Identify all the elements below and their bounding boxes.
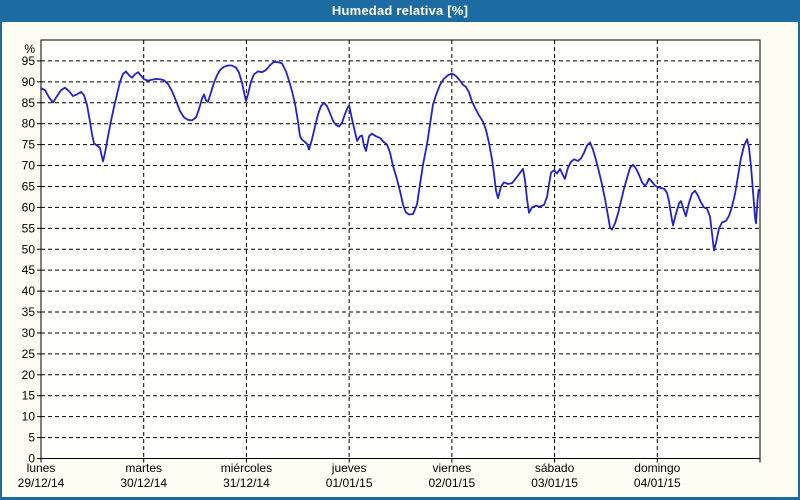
page-title: Humedad relativa [%] (331, 3, 469, 18)
y-tick-label: 20 (22, 368, 36, 382)
x-day-name-label: viernes (433, 461, 472, 475)
y-tick-label: 90 (22, 75, 36, 89)
plot-frame (40, 39, 761, 459)
x-day-date-label: 30/12/14 (120, 476, 167, 490)
y-tick-label: 55 (22, 221, 36, 235)
x-day-name-label: sábado (535, 461, 575, 475)
y-tick-label: 0 (28, 452, 35, 466)
y-tick-label: 95 (22, 54, 36, 68)
y-tick-label: 80 (22, 117, 36, 131)
y-tick-label: 75 (22, 138, 36, 152)
title-bar: Humedad relativa [%] (2, 0, 798, 22)
x-day-name-label: miércoles (221, 461, 272, 475)
y-tick-label: 10 (22, 410, 36, 424)
x-day-date-label: 31/12/14 (223, 476, 270, 490)
y-tick-label: 5 (28, 431, 35, 445)
y-tick-label: 65 (22, 179, 36, 193)
chart-area: 0 5 10 15 20 25 30 35 40 45 50 55 60 65 70 75 80 85 90 95% l… (2, 22, 798, 497)
y-tick-label: 85 (22, 96, 36, 110)
y-tick-label: 40 (22, 284, 36, 298)
humidity-line-chart: 0 5 10 15 20 25 30 35 40 45 50 55 60 65 70 75 80 85 90 95% l… (18, 39, 761, 490)
humidity-series-line (40, 60, 760, 252)
y-tick-label: 45 (22, 263, 36, 277)
x-day-name-label: domingo (634, 461, 680, 475)
x-day-name-label: lunes (27, 461, 56, 475)
y-tick-label: 60 (22, 200, 36, 214)
x-day-date-label: 04/01/15 (634, 476, 681, 490)
x-day-name-label: martes (125, 461, 162, 475)
y-tick-label: 50 (22, 242, 36, 256)
y-tick-label: 30 (22, 326, 36, 340)
y-tick-label: 15 (22, 389, 36, 403)
x-day-name-label: jueves (331, 461, 367, 475)
y-tick-label: 25 (22, 347, 36, 361)
y-tick-label: 35 (22, 305, 36, 319)
x-day-date-label: 29/12/14 (18, 476, 65, 490)
y-axis-unit-label: % (24, 42, 35, 56)
y-tick-label: 70 (22, 159, 36, 173)
x-day-date-label: 02/01/15 (428, 476, 475, 490)
x-day-date-label: 01/01/15 (326, 476, 373, 490)
x-day-date-label: 03/01/15 (531, 476, 578, 490)
